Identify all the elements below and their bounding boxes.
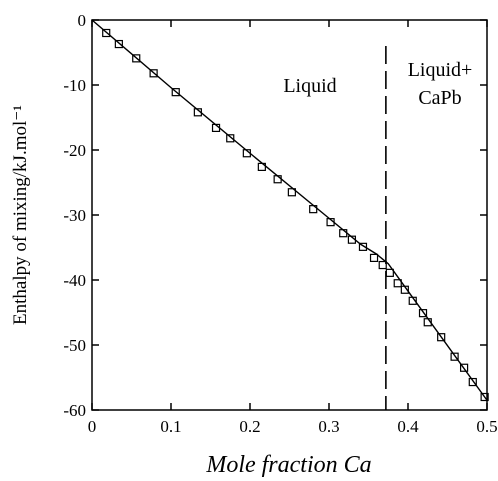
data-point bbox=[468, 377, 477, 387]
region-label: Liquid+ bbox=[408, 59, 473, 81]
y-tick-label: -20 bbox=[63, 141, 86, 160]
y-tick-label: -30 bbox=[63, 206, 86, 225]
data-point bbox=[369, 253, 379, 262]
data-point bbox=[149, 69, 158, 78]
data-point bbox=[378, 260, 387, 270]
x-tick-label: 0.5 bbox=[476, 417, 497, 436]
data-point bbox=[385, 268, 394, 277]
data-point bbox=[459, 363, 469, 372]
data-point bbox=[418, 309, 428, 318]
data-point bbox=[102, 28, 111, 38]
x-tick-label: 0.4 bbox=[397, 417, 419, 436]
x-tick-label: 0.1 bbox=[160, 417, 181, 436]
x-tick-label: 0.2 bbox=[239, 417, 260, 436]
data-point bbox=[480, 392, 489, 402]
data-point bbox=[226, 134, 235, 143]
data-point bbox=[171, 88, 180, 97]
y-tick-label: -10 bbox=[63, 76, 86, 95]
data-point bbox=[287, 188, 296, 197]
x-axis-label: Mole fraction Ca bbox=[205, 452, 371, 478]
data-point bbox=[393, 279, 402, 288]
region-label: Liquid bbox=[283, 75, 336, 97]
x-tick-label: 0 bbox=[88, 417, 97, 436]
y-axis-label: Enthalpy of mixing/kJ.mol⁻¹ bbox=[10, 105, 31, 325]
region-label: CaPb bbox=[418, 87, 461, 109]
data-point bbox=[132, 54, 141, 63]
data-point bbox=[114, 39, 123, 49]
y-tick-label: -40 bbox=[63, 271, 86, 290]
y-tick-label: -60 bbox=[63, 401, 86, 420]
data-point bbox=[437, 333, 446, 342]
x-tick-label: 0.3 bbox=[318, 417, 339, 436]
fit-line bbox=[91, 19, 488, 401]
data-point bbox=[450, 352, 459, 361]
y-tick-label: -50 bbox=[63, 336, 86, 355]
y-tick-label: 0 bbox=[78, 11, 87, 30]
data-point bbox=[358, 242, 368, 251]
